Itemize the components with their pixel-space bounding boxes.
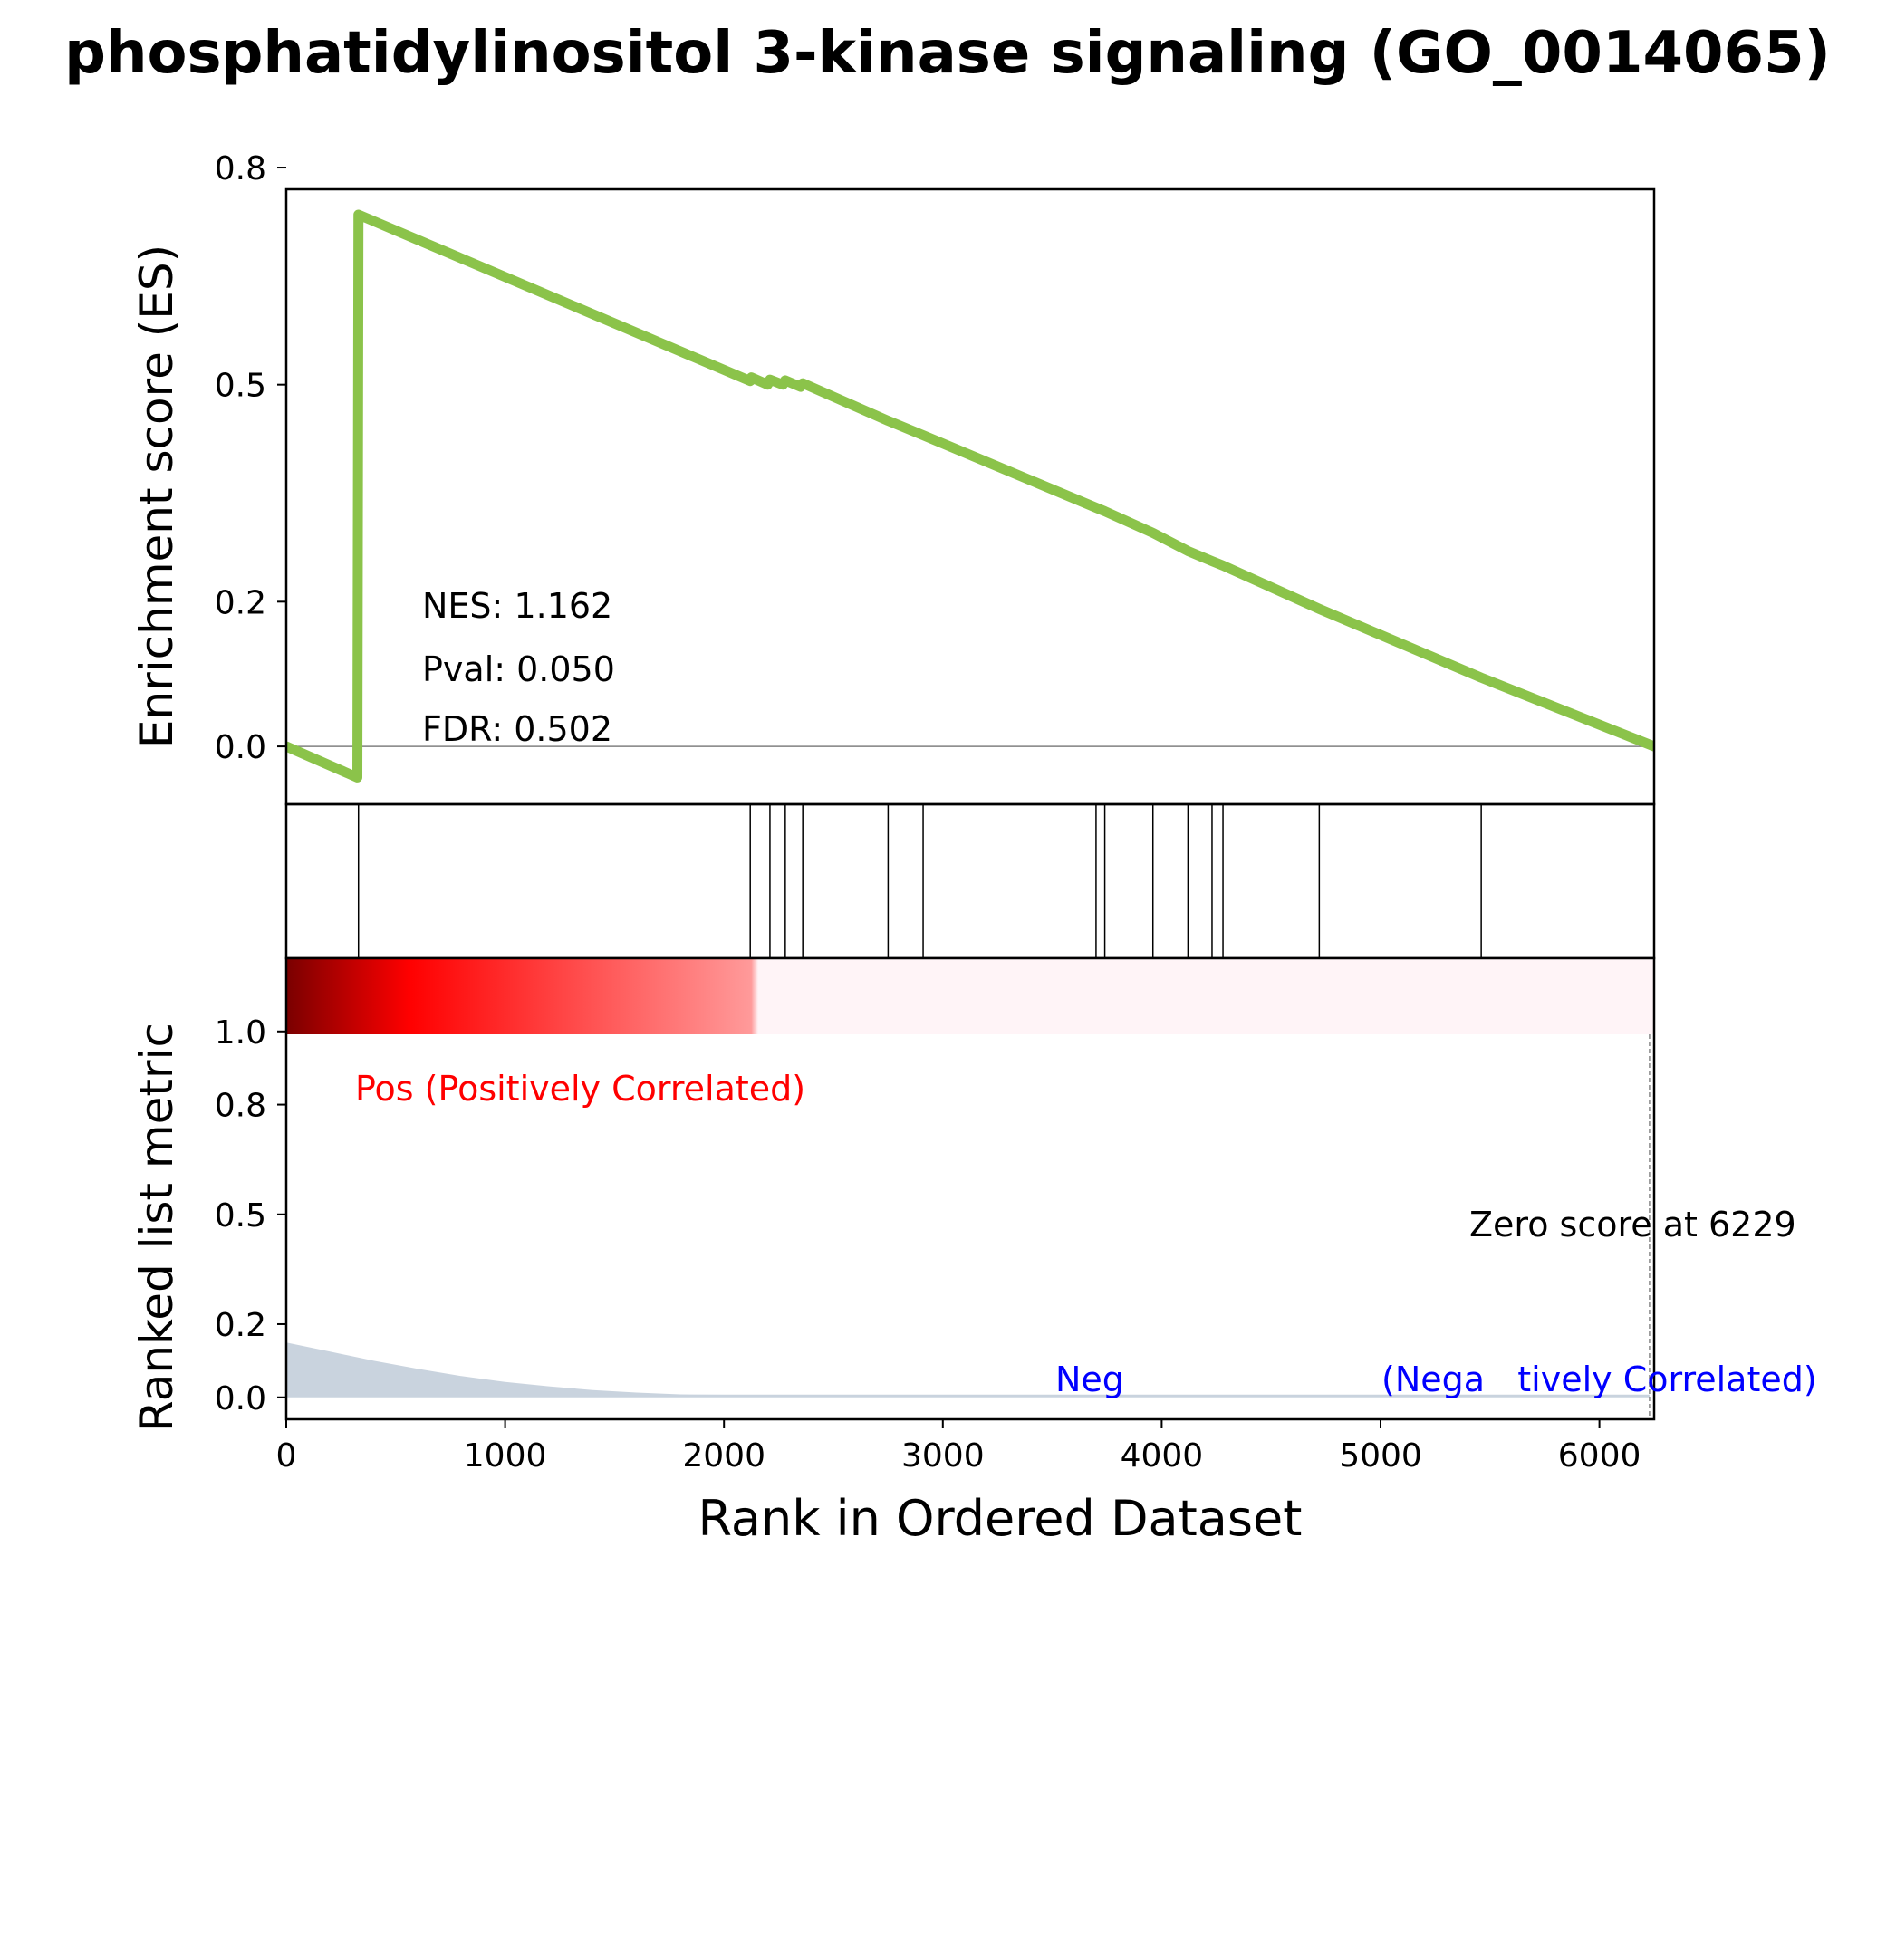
x-tick-label: 4000	[1121, 1437, 1204, 1475]
ranked-y-tick-label: 1.0	[215, 1014, 266, 1052]
x-tick-label: 5000	[1339, 1437, 1422, 1475]
negative-label-left: Neg	[1055, 1360, 1124, 1399]
hits-panel-frame	[284, 802, 1656, 960]
x-tick-label: 2000	[682, 1437, 765, 1475]
x-tick-label: 0	[276, 1437, 297, 1475]
ranked-y-tick-label: 0.5	[215, 1197, 266, 1235]
ranked-y-tick-label: 0.0	[215, 1380, 266, 1417]
x-tick-label: 1000	[464, 1437, 547, 1475]
ranked-y-tick-label: 0.2	[215, 1307, 266, 1344]
metric-area	[286, 1342, 1650, 1398]
ranked-panel-frame	[284, 956, 1656, 1421]
zero-score-label: Zero score at 6229	[1469, 1205, 1796, 1244]
x-axis-label: Rank in Ordered Dataset	[698, 1490, 1303, 1547]
fdr-label: FDR: 0.502	[422, 709, 612, 749]
x-tick-label: 3000	[901, 1437, 985, 1475]
es-y-tick-label: 0.2	[215, 584, 266, 621]
nes-label: NES: 1.162	[422, 586, 612, 626]
positive-correlated-label: Pos (Positively Correlated)	[355, 1069, 805, 1109]
x-ticks: 0 1000 2000 3000 4000 5000 6000	[276, 1419, 1641, 1475]
chart-title: phosphatidylinositol 3-kinase signaling …	[64, 20, 1831, 87]
hit-lines	[357, 804, 1482, 958]
es-y-tick-label: 0.8	[215, 150, 266, 187]
hits-panel	[284, 802, 1656, 960]
ranked-panel: 0.0 0.2 0.5 0.8 1.0 Ranked list metric Pos (…	[130, 956, 1817, 1432]
ranked-y-tick-label: 0.8	[215, 1088, 266, 1125]
negative-correlated-label: (Nega tively Correlated)	[1381, 1360, 1817, 1399]
x-tick-label: 6000	[1558, 1437, 1641, 1475]
es-y-label: Enrichment score (ES)	[130, 245, 183, 748]
es-panel: 0.0 0.2 0.5 0.8 Enrichment score (ES) NES: …	[130, 150, 1656, 806]
es-y-ticks: 0.0 0.2 0.5 0.8	[215, 150, 286, 766]
ranked-y-ticks: 0.0 0.2 0.5 0.8 1.0	[215, 1014, 286, 1417]
ranked-y-label: Ranked list metric	[130, 1023, 183, 1432]
es-line	[286, 209, 1654, 783]
pval-label: Pval: 0.050	[422, 649, 615, 689]
rank-heatmap-bar	[286, 958, 1654, 1034]
es-y-tick-label: 0.0	[215, 729, 266, 766]
es-y-tick-label: 0.5	[215, 368, 266, 405]
